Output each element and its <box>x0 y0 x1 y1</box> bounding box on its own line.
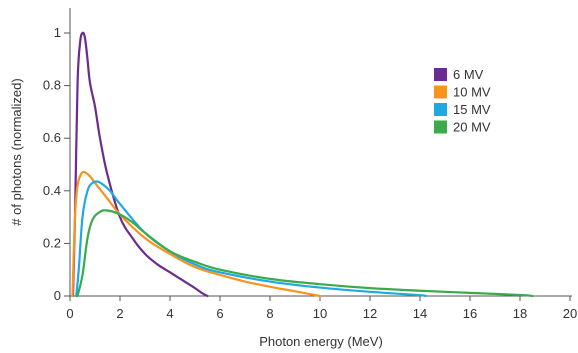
x-tick-label: 4 <box>166 306 173 321</box>
y-tick-label: 1 <box>54 25 61 40</box>
x-tick-label: 16 <box>463 306 477 321</box>
series-line-20-mv <box>76 209 534 298</box>
legend: 6 MV 10 MV 15 MV 20 MV <box>434 67 491 135</box>
legend-label: 15 MV <box>453 102 491 117</box>
series-line-6-mv <box>71 31 209 298</box>
x-tick-label: 0 <box>66 306 73 321</box>
x-tick-label: 2 <box>116 306 123 321</box>
series-lines <box>71 31 534 298</box>
x-tick-label: 8 <box>266 306 273 321</box>
x-axis-label: Photon energy (MeV) <box>259 334 383 349</box>
x-tick-label: 14 <box>413 306 427 321</box>
legend-swatch <box>434 103 447 116</box>
y-tick-label: 0.6 <box>43 130 61 145</box>
legend-label: 6 MV <box>453 67 484 82</box>
x-tick-label: 18 <box>513 306 527 321</box>
x-tick-label: 6 <box>216 306 223 321</box>
legend-label: 20 MV <box>453 120 491 135</box>
y-tick-label: 0 <box>54 288 61 303</box>
x-tick-label: 12 <box>363 306 377 321</box>
legend-label: 10 MV <box>453 85 491 100</box>
ticks: 0 2 4 6 8 10 12 14 16 18 20 0 0.2 0.4 0.6 0.8 1 <box>43 25 577 321</box>
y-tick-label: 0.8 <box>43 78 61 93</box>
x-tick-label: 10 <box>313 306 327 321</box>
y-tick-label: 0.2 <box>43 235 61 250</box>
legend-swatch <box>434 120 447 134</box>
y-tick-label: 0.4 <box>43 183 61 198</box>
legend-swatch <box>434 85 447 99</box>
y-axis-label: # of photons (normalized) <box>9 78 24 225</box>
x-tick-label: 20 <box>563 306 577 321</box>
legend-swatch <box>434 68 447 81</box>
series-line-15-mv <box>75 180 427 298</box>
